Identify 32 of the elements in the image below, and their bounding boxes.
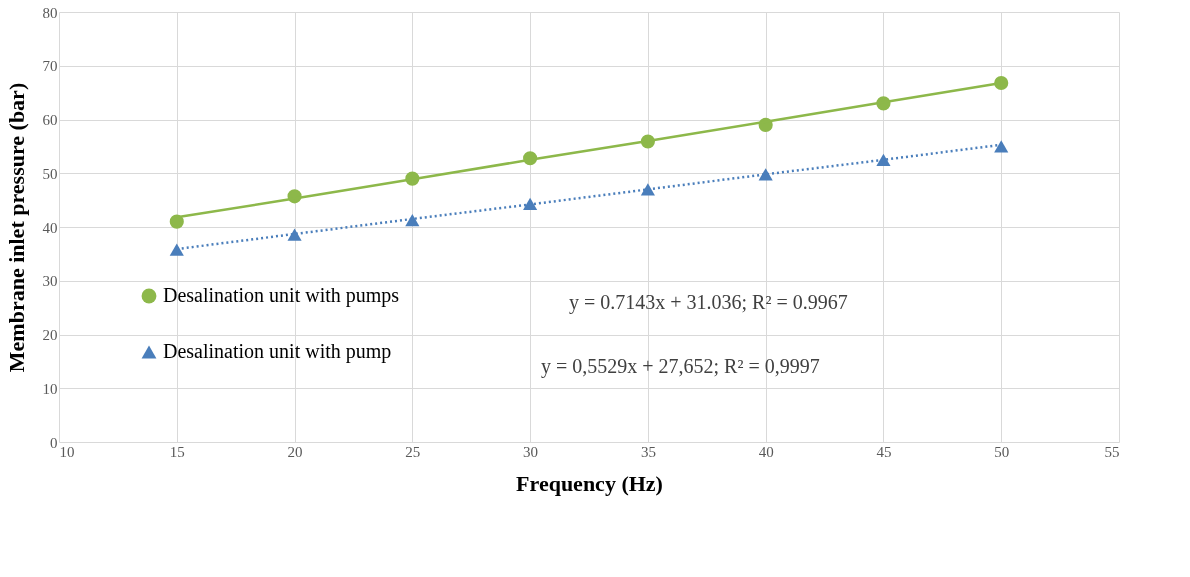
point [287,228,302,241]
point [169,214,184,229]
x-tick-label: 25 [405,443,421,460]
y-tick-label: 10 [42,380,58,397]
x-tick-label: 30 [523,443,539,460]
annotation: y = 0.7143x + 31.036; R² = 0.9967 [569,291,848,314]
y-tick-label: 20 [42,327,58,343]
y-tick-label: 30 [42,273,58,290]
x-tick-label: 35 [640,443,656,460]
x-tick-label: 50 [994,443,1010,460]
x-tick-label: 15 [169,443,185,460]
x-tick-label: 55 [1104,443,1120,460]
y-tick-label: 50 [42,165,58,182]
point [876,153,891,166]
y-tick-label: 40 [42,219,58,236]
y-tick-label: 0 [50,434,58,451]
x-tick-label: 45 [876,443,892,460]
point [169,243,184,256]
y-tick-label: 60 [42,112,58,128]
x-tick-label: 10 [59,443,75,460]
x-tick-label: 40 [758,443,774,460]
x-tick-label: 20 [287,443,303,460]
point [405,213,420,227]
annotation: y = 0,5529x + 27,652; R² = 0,9997 [541,355,820,378]
y-axis-title: Membrane inlet pressure (bar) [3,82,29,373]
point [523,197,538,211]
point [994,140,1009,153]
y-tick-label: 70 [42,58,58,75]
x-axis-title: Frequency (Hz) [516,470,663,496]
legend-label: Desalination unit with pump [163,340,392,363]
y-tick-label: 80 [42,4,58,21]
legend-label: Desalination unit with pumps [163,284,400,307]
